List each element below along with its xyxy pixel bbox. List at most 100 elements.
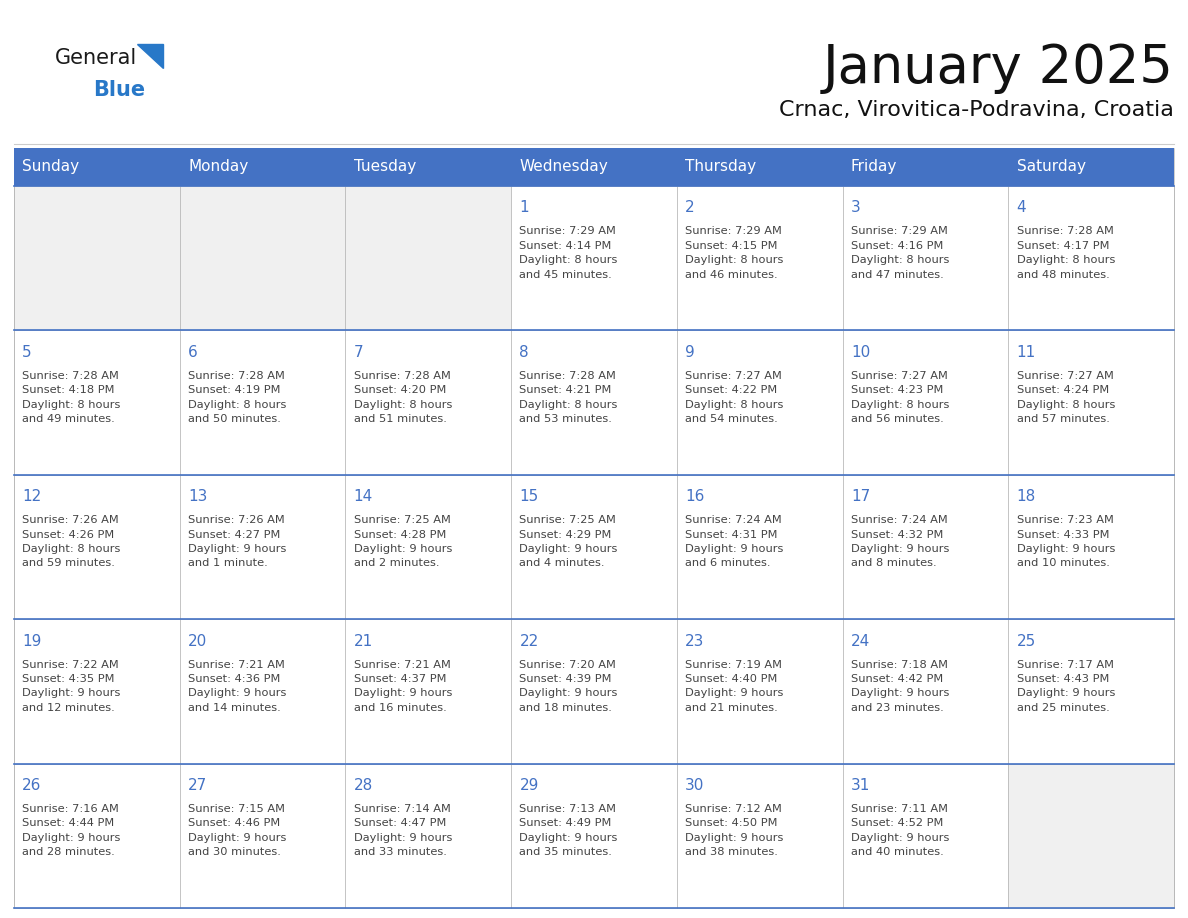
Text: Thursday: Thursday — [685, 160, 757, 174]
Bar — [179, 620, 346, 764]
Text: Sunrise: 7:29 AM
Sunset: 4:15 PM
Daylight: 8 hours
and 46 minutes.: Sunrise: 7:29 AM Sunset: 4:15 PM Dayligh… — [685, 227, 784, 280]
Text: Sunrise: 7:28 AM
Sunset: 4:19 PM
Daylight: 8 hours
and 50 minutes.: Sunrise: 7:28 AM Sunset: 4:19 PM Dayligh… — [188, 371, 286, 424]
Text: 12: 12 — [23, 489, 42, 504]
Text: 19: 19 — [23, 633, 42, 649]
Text: Sunrise: 7:27 AM
Sunset: 4:24 PM
Daylight: 8 hours
and 57 minutes.: Sunrise: 7:27 AM Sunset: 4:24 PM Dayligh… — [1017, 371, 1116, 424]
Text: Sunrise: 7:29 AM
Sunset: 4:14 PM
Daylight: 8 hours
and 45 minutes.: Sunrise: 7:29 AM Sunset: 4:14 PM Dayligh… — [519, 227, 618, 280]
Bar — [346, 186, 511, 330]
Bar — [179, 148, 346, 186]
Bar — [346, 475, 511, 620]
Text: 7: 7 — [354, 345, 364, 360]
Text: 3: 3 — [851, 200, 860, 216]
Text: Sunrise: 7:15 AM
Sunset: 4:46 PM
Daylight: 9 hours
and 30 minutes.: Sunrise: 7:15 AM Sunset: 4:46 PM Dayligh… — [188, 804, 286, 857]
Bar — [14, 148, 179, 186]
Bar — [842, 764, 1009, 908]
Text: 31: 31 — [851, 778, 871, 793]
Bar — [179, 330, 346, 475]
Text: 6: 6 — [188, 345, 197, 360]
Text: Sunrise: 7:28 AM
Sunset: 4:21 PM
Daylight: 8 hours
and 53 minutes.: Sunrise: 7:28 AM Sunset: 4:21 PM Dayligh… — [519, 371, 618, 424]
Text: Wednesday: Wednesday — [519, 160, 608, 174]
Text: Sunrise: 7:11 AM
Sunset: 4:52 PM
Daylight: 9 hours
and 40 minutes.: Sunrise: 7:11 AM Sunset: 4:52 PM Dayligh… — [851, 804, 949, 857]
Text: 21: 21 — [354, 633, 373, 649]
Bar — [14, 764, 179, 908]
Text: 27: 27 — [188, 778, 207, 793]
Bar — [1009, 475, 1174, 620]
Bar — [511, 620, 677, 764]
Text: 15: 15 — [519, 489, 538, 504]
Bar — [677, 148, 842, 186]
Text: 17: 17 — [851, 489, 870, 504]
Bar — [346, 620, 511, 764]
Text: Sunrise: 7:17 AM
Sunset: 4:43 PM
Daylight: 9 hours
and 25 minutes.: Sunrise: 7:17 AM Sunset: 4:43 PM Dayligh… — [1017, 660, 1116, 713]
Polygon shape — [137, 44, 163, 68]
Text: Sunrise: 7:28 AM
Sunset: 4:18 PM
Daylight: 8 hours
and 49 minutes.: Sunrise: 7:28 AM Sunset: 4:18 PM Dayligh… — [23, 371, 121, 424]
Bar — [511, 148, 677, 186]
Bar — [511, 330, 677, 475]
Text: 24: 24 — [851, 633, 870, 649]
Text: Sunrise: 7:22 AM
Sunset: 4:35 PM
Daylight: 9 hours
and 12 minutes.: Sunrise: 7:22 AM Sunset: 4:35 PM Dayligh… — [23, 660, 121, 713]
Bar — [842, 330, 1009, 475]
Text: Friday: Friday — [851, 160, 897, 174]
Text: 8: 8 — [519, 345, 529, 360]
Bar — [511, 475, 677, 620]
Text: 2: 2 — [685, 200, 695, 216]
Bar — [1009, 764, 1174, 908]
Bar — [179, 475, 346, 620]
Text: Sunrise: 7:23 AM
Sunset: 4:33 PM
Daylight: 9 hours
and 10 minutes.: Sunrise: 7:23 AM Sunset: 4:33 PM Dayligh… — [1017, 515, 1116, 568]
Text: 9: 9 — [685, 345, 695, 360]
Text: Sunrise: 7:24 AM
Sunset: 4:31 PM
Daylight: 9 hours
and 6 minutes.: Sunrise: 7:24 AM Sunset: 4:31 PM Dayligh… — [685, 515, 784, 568]
Text: 23: 23 — [685, 633, 704, 649]
Bar — [179, 764, 346, 908]
Bar — [677, 475, 842, 620]
Bar — [1009, 620, 1174, 764]
Text: 4: 4 — [1017, 200, 1026, 216]
Bar — [677, 620, 842, 764]
Text: Sunrise: 7:20 AM
Sunset: 4:39 PM
Daylight: 9 hours
and 18 minutes.: Sunrise: 7:20 AM Sunset: 4:39 PM Dayligh… — [519, 660, 618, 713]
Text: Sunrise: 7:28 AM
Sunset: 4:20 PM
Daylight: 8 hours
and 51 minutes.: Sunrise: 7:28 AM Sunset: 4:20 PM Dayligh… — [354, 371, 453, 424]
Text: 13: 13 — [188, 489, 208, 504]
Bar — [346, 148, 511, 186]
Text: 26: 26 — [23, 778, 42, 793]
Text: General: General — [55, 48, 138, 68]
Bar — [842, 186, 1009, 330]
Text: Sunrise: 7:26 AM
Sunset: 4:26 PM
Daylight: 8 hours
and 59 minutes.: Sunrise: 7:26 AM Sunset: 4:26 PM Dayligh… — [23, 515, 121, 568]
Text: 5: 5 — [23, 345, 32, 360]
Text: Blue: Blue — [93, 80, 145, 100]
Text: 20: 20 — [188, 633, 207, 649]
Bar — [677, 186, 842, 330]
Bar — [842, 475, 1009, 620]
Bar — [14, 475, 179, 620]
Text: Sunrise: 7:13 AM
Sunset: 4:49 PM
Daylight: 9 hours
and 35 minutes.: Sunrise: 7:13 AM Sunset: 4:49 PM Dayligh… — [519, 804, 618, 857]
Text: Sunrise: 7:28 AM
Sunset: 4:17 PM
Daylight: 8 hours
and 48 minutes.: Sunrise: 7:28 AM Sunset: 4:17 PM Dayligh… — [1017, 227, 1116, 280]
Text: 22: 22 — [519, 633, 538, 649]
Text: Sunrise: 7:25 AM
Sunset: 4:29 PM
Daylight: 9 hours
and 4 minutes.: Sunrise: 7:25 AM Sunset: 4:29 PM Dayligh… — [519, 515, 618, 568]
Bar — [1009, 186, 1174, 330]
Bar — [346, 330, 511, 475]
Text: 11: 11 — [1017, 345, 1036, 360]
Text: Sunrise: 7:16 AM
Sunset: 4:44 PM
Daylight: 9 hours
and 28 minutes.: Sunrise: 7:16 AM Sunset: 4:44 PM Dayligh… — [23, 804, 121, 857]
Text: Sunrise: 7:27 AM
Sunset: 4:23 PM
Daylight: 8 hours
and 56 minutes.: Sunrise: 7:27 AM Sunset: 4:23 PM Dayligh… — [851, 371, 949, 424]
Text: 14: 14 — [354, 489, 373, 504]
Text: Tuesday: Tuesday — [354, 160, 416, 174]
Text: 18: 18 — [1017, 489, 1036, 504]
Text: Sunrise: 7:18 AM
Sunset: 4:42 PM
Daylight: 9 hours
and 23 minutes.: Sunrise: 7:18 AM Sunset: 4:42 PM Dayligh… — [851, 660, 949, 713]
Text: 25: 25 — [1017, 633, 1036, 649]
Bar — [842, 620, 1009, 764]
Text: Sunrise: 7:29 AM
Sunset: 4:16 PM
Daylight: 8 hours
and 47 minutes.: Sunrise: 7:29 AM Sunset: 4:16 PM Dayligh… — [851, 227, 949, 280]
Text: 1: 1 — [519, 200, 529, 216]
Text: Sunrise: 7:19 AM
Sunset: 4:40 PM
Daylight: 9 hours
and 21 minutes.: Sunrise: 7:19 AM Sunset: 4:40 PM Dayligh… — [685, 660, 784, 713]
Text: Sunrise: 7:24 AM
Sunset: 4:32 PM
Daylight: 9 hours
and 8 minutes.: Sunrise: 7:24 AM Sunset: 4:32 PM Dayligh… — [851, 515, 949, 568]
Bar — [511, 764, 677, 908]
Text: Sunrise: 7:21 AM
Sunset: 4:37 PM
Daylight: 9 hours
and 16 minutes.: Sunrise: 7:21 AM Sunset: 4:37 PM Dayligh… — [354, 660, 453, 713]
Text: 29: 29 — [519, 778, 539, 793]
Bar — [842, 148, 1009, 186]
Text: Monday: Monday — [188, 160, 248, 174]
Bar — [14, 620, 179, 764]
Text: January 2025: January 2025 — [823, 42, 1174, 94]
Text: Sunrise: 7:21 AM
Sunset: 4:36 PM
Daylight: 9 hours
and 14 minutes.: Sunrise: 7:21 AM Sunset: 4:36 PM Dayligh… — [188, 660, 286, 713]
Bar — [1009, 148, 1174, 186]
Text: Sunrise: 7:26 AM
Sunset: 4:27 PM
Daylight: 9 hours
and 1 minute.: Sunrise: 7:26 AM Sunset: 4:27 PM Dayligh… — [188, 515, 286, 568]
Bar — [179, 186, 346, 330]
Text: 28: 28 — [354, 778, 373, 793]
Text: Sunrise: 7:27 AM
Sunset: 4:22 PM
Daylight: 8 hours
and 54 minutes.: Sunrise: 7:27 AM Sunset: 4:22 PM Dayligh… — [685, 371, 784, 424]
